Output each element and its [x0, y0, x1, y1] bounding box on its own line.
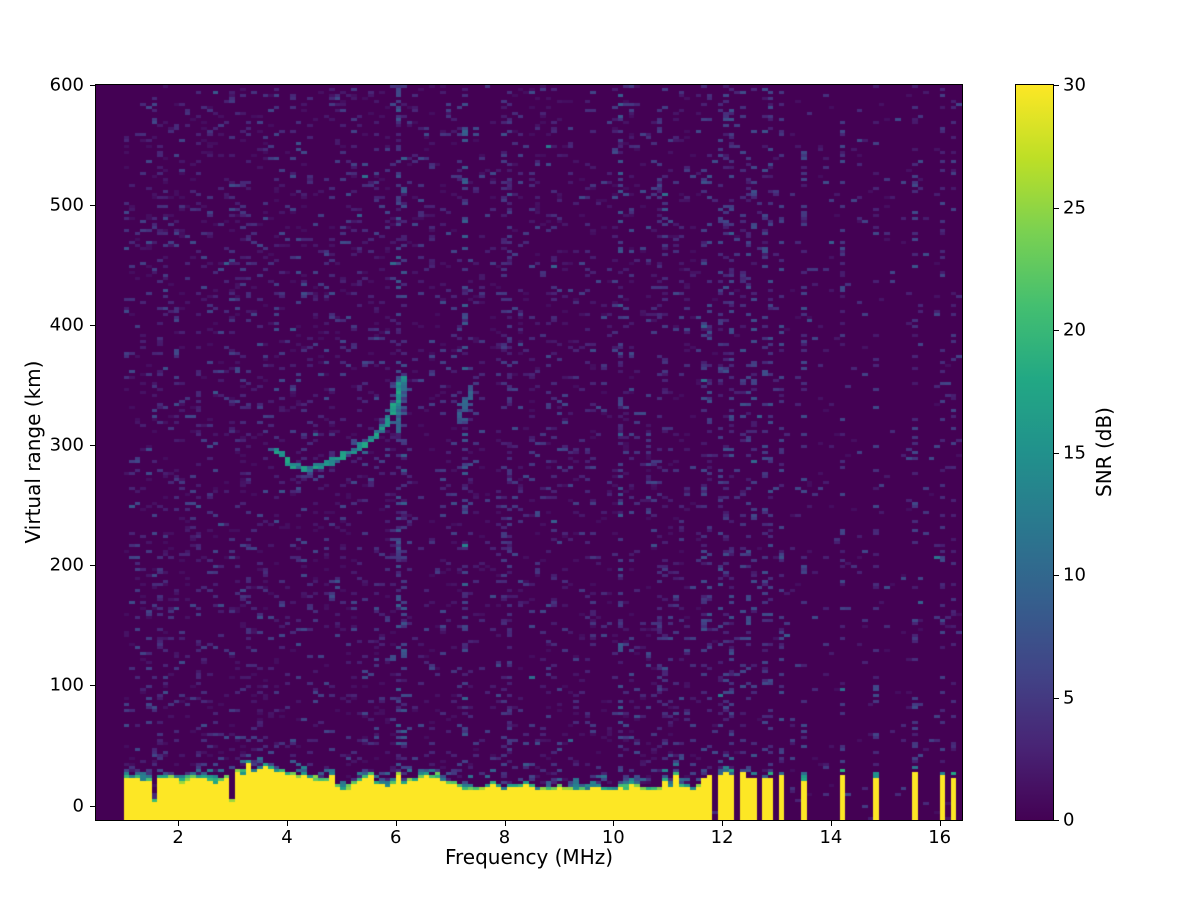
x-tick-mark — [395, 821, 397, 826]
x-tick-mark — [286, 821, 288, 826]
colorbar-tick-mark — [1054, 820, 1059, 821]
colorbar-tick-label: 5 — [1063, 687, 1075, 708]
x-tick-label: 6 — [389, 827, 402, 848]
y-tick-label: 200 — [49, 554, 84, 576]
x-tick-label: 14 — [819, 827, 843, 848]
y-tick-mark — [90, 685, 95, 687]
x-tick-mark — [722, 821, 724, 826]
x-tick-label: 10 — [601, 827, 625, 848]
y-tick-label: 500 — [49, 194, 84, 216]
x-tick-label: 4 — [281, 827, 293, 848]
colorbar-tick-mark — [1054, 575, 1059, 576]
x-tick-label: 16 — [928, 827, 952, 848]
colorbar-tick-label: 0 — [1063, 809, 1075, 831]
y-tick-mark — [90, 445, 95, 447]
ionogram-heatmap — [95, 84, 963, 821]
x-tick-label: 12 — [710, 827, 734, 848]
x-tick-label: 2 — [172, 827, 184, 848]
colorbar-tick-mark — [1054, 85, 1059, 86]
x-tick-mark — [504, 821, 506, 826]
colorbar-tick-label: 10 — [1063, 564, 1086, 586]
x-tick-mark — [613, 821, 615, 826]
x-tick-mark — [178, 821, 180, 826]
y-tick-mark — [90, 85, 95, 86]
colorbar-tick-label: 20 — [1063, 319, 1086, 341]
x-tick-mark — [830, 821, 832, 826]
colorbar-tick-mark — [1054, 452, 1059, 454]
colorbar-tick-mark — [1054, 697, 1059, 699]
y-tick-label: 400 — [49, 314, 84, 336]
y-tick-mark — [90, 805, 95, 807]
y-tick-mark — [90, 205, 95, 207]
y-tick-mark — [90, 565, 95, 567]
y-tick-label: 300 — [49, 434, 84, 456]
y-tick-label: 600 — [49, 74, 84, 96]
colorbar-tick-mark — [1054, 330, 1059, 331]
x-axis-label: Frequency (MHz) — [444, 845, 614, 869]
colorbar-tick-mark — [1054, 207, 1059, 209]
colorbar-tick-label: 15 — [1063, 442, 1086, 463]
colorbar-tick-label: 30 — [1063, 74, 1086, 96]
y-tick-mark — [90, 325, 95, 327]
y-tick-label: 0 — [72, 795, 84, 817]
x-tick-mark — [939, 821, 941, 826]
x-tick-label: 8 — [498, 827, 511, 848]
colorbar-label: SNR (dB) — [1092, 407, 1116, 497]
colorbar-tick-label: 25 — [1063, 197, 1086, 218]
colorbar — [1015, 84, 1054, 821]
y-tick-label: 100 — [49, 674, 84, 696]
